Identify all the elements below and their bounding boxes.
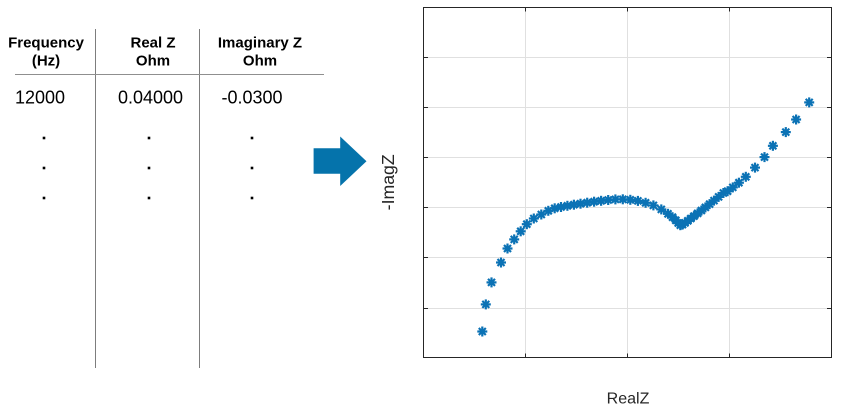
svg-text:Real Z: Real Z [130,34,175,51]
svg-text:Ohm: Ohm [136,53,170,70]
svg-text:(Hz): (Hz) [32,53,60,70]
svg-text:Ohm: Ohm [243,53,277,70]
svg-text:Imaginary Z: Imaginary Z [218,34,302,51]
svg-text:0.04000: 0.04000 [118,88,183,108]
svg-text:-0.0300: -0.0300 [221,88,282,108]
svg-text:12000: 12000 [15,88,65,108]
svg-text:-ImagZ: -ImagZ [378,154,398,210]
svg-text:Frequency: Frequency [8,34,85,51]
svg-text:RealZ: RealZ [607,390,650,407]
